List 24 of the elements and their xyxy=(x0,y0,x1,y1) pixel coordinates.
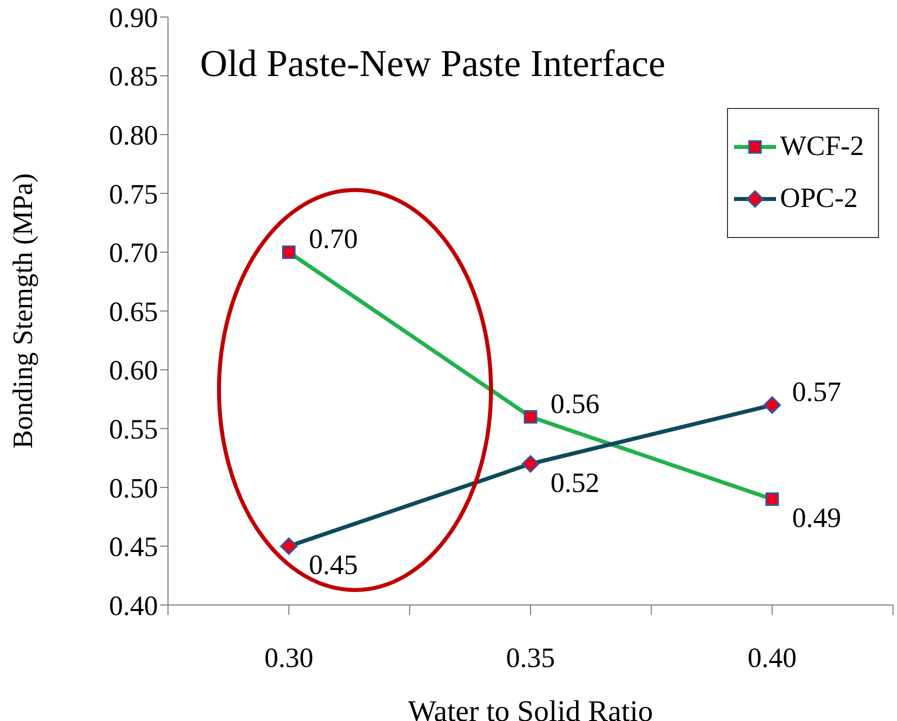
x-tick-label: 0.40 xyxy=(748,642,797,674)
y-tick-label: 0.70 xyxy=(109,238,158,270)
data-label: 0.70 xyxy=(308,224,358,256)
y-tick-label: 0.40 xyxy=(109,590,158,622)
data-label: 0.57 xyxy=(792,377,842,408)
y-tick-label: 0.85 xyxy=(109,62,158,93)
y-tick-label: 0.45 xyxy=(109,532,158,564)
data-label: 0.45 xyxy=(308,550,358,582)
y-tick-label: 0.80 xyxy=(109,120,158,152)
text: Old Paste-New Paste Interface xyxy=(200,42,666,86)
y-tick-label: 0.50 xyxy=(109,473,158,504)
y-tick-label: 0.60 xyxy=(109,356,158,387)
y-tick-label: 0.75 xyxy=(109,179,158,210)
x-tick-label: 0.30 xyxy=(264,642,314,674)
legend-label: WCF-2 xyxy=(780,131,864,163)
y-axis-title: Bonding Stemgth (MPa) xyxy=(8,173,39,449)
y-tick-label: 0.90 xyxy=(109,2,158,34)
data-label: 0.52 xyxy=(550,468,600,499)
y-tick-label: 0.65 xyxy=(109,296,158,328)
x-tick-label: 0.35 xyxy=(506,642,555,674)
y-tick-label: 0.55 xyxy=(109,414,158,446)
data-label: 0.49 xyxy=(792,503,842,534)
legend-label: OPC-2 xyxy=(780,183,858,215)
data-label: 0.56 xyxy=(550,388,600,420)
